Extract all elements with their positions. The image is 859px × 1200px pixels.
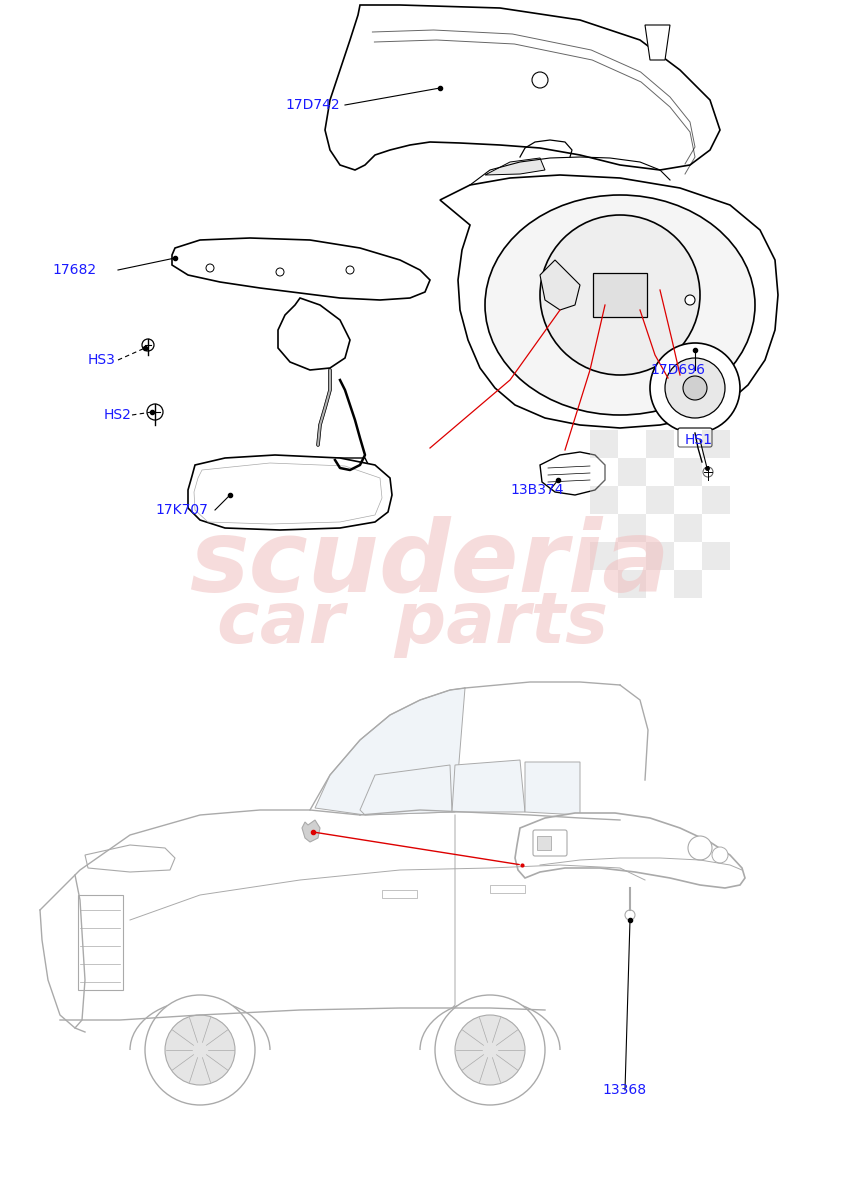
FancyBboxPatch shape xyxy=(313,464,323,484)
Bar xyxy=(618,430,646,458)
Text: 17K707: 17K707 xyxy=(155,503,208,517)
FancyBboxPatch shape xyxy=(593,272,647,317)
Polygon shape xyxy=(315,688,465,815)
Bar xyxy=(702,570,730,598)
Bar xyxy=(702,458,730,486)
Circle shape xyxy=(276,268,284,276)
Text: HS1: HS1 xyxy=(685,433,713,446)
Circle shape xyxy=(455,1015,525,1085)
Bar xyxy=(590,542,618,570)
Text: 17682: 17682 xyxy=(52,263,96,277)
Polygon shape xyxy=(525,762,580,815)
Bar xyxy=(674,570,702,598)
FancyBboxPatch shape xyxy=(678,428,712,446)
Circle shape xyxy=(145,995,255,1105)
Bar xyxy=(590,458,618,486)
Polygon shape xyxy=(325,5,720,170)
Text: 17D696: 17D696 xyxy=(650,362,705,377)
Bar xyxy=(646,430,674,458)
Bar xyxy=(702,486,730,514)
Bar xyxy=(646,514,674,542)
Polygon shape xyxy=(290,458,370,492)
Text: HS3: HS3 xyxy=(88,353,116,367)
Circle shape xyxy=(703,467,713,476)
Circle shape xyxy=(165,1015,235,1085)
Polygon shape xyxy=(360,766,452,815)
Circle shape xyxy=(540,215,700,374)
FancyBboxPatch shape xyxy=(340,464,350,484)
Polygon shape xyxy=(645,25,670,60)
Ellipse shape xyxy=(485,194,755,415)
Circle shape xyxy=(435,995,545,1105)
Polygon shape xyxy=(540,452,605,494)
Text: 13368: 13368 xyxy=(603,1082,647,1097)
Bar xyxy=(618,458,646,486)
Polygon shape xyxy=(540,260,580,310)
Circle shape xyxy=(665,358,725,418)
Circle shape xyxy=(712,847,728,863)
FancyBboxPatch shape xyxy=(327,464,337,484)
Text: HS2: HS2 xyxy=(104,408,132,422)
Polygon shape xyxy=(85,845,175,872)
Circle shape xyxy=(650,343,740,433)
Polygon shape xyxy=(172,238,430,300)
Bar xyxy=(590,570,618,598)
Polygon shape xyxy=(515,814,745,888)
Polygon shape xyxy=(302,820,320,842)
Bar xyxy=(490,886,525,893)
Bar xyxy=(382,890,417,898)
Bar xyxy=(674,542,702,570)
Bar xyxy=(674,458,702,486)
FancyBboxPatch shape xyxy=(300,464,310,484)
Bar xyxy=(590,514,618,542)
Bar xyxy=(590,430,618,458)
Bar xyxy=(618,542,646,570)
Text: scuderia: scuderia xyxy=(189,516,670,612)
Circle shape xyxy=(206,264,214,272)
Bar xyxy=(674,486,702,514)
Bar xyxy=(618,486,646,514)
Polygon shape xyxy=(440,175,778,428)
Text: 17D742: 17D742 xyxy=(285,98,339,112)
Bar xyxy=(702,514,730,542)
Circle shape xyxy=(532,72,548,88)
Polygon shape xyxy=(278,298,350,370)
Bar xyxy=(590,486,618,514)
Bar xyxy=(674,430,702,458)
Polygon shape xyxy=(485,158,545,175)
Circle shape xyxy=(142,338,154,350)
Circle shape xyxy=(625,910,635,920)
Bar xyxy=(702,430,730,458)
Bar xyxy=(646,486,674,514)
Bar xyxy=(618,570,646,598)
Text: 13B374: 13B374 xyxy=(510,482,564,497)
Circle shape xyxy=(346,266,354,274)
Bar xyxy=(646,458,674,486)
Bar xyxy=(674,514,702,542)
Bar xyxy=(702,542,730,570)
Polygon shape xyxy=(188,455,392,530)
Bar xyxy=(618,514,646,542)
Circle shape xyxy=(685,295,695,305)
Circle shape xyxy=(147,404,163,420)
FancyBboxPatch shape xyxy=(537,836,551,850)
Text: car  parts: car parts xyxy=(216,589,608,659)
Circle shape xyxy=(688,836,712,860)
FancyBboxPatch shape xyxy=(353,464,363,484)
Circle shape xyxy=(683,376,707,400)
Bar xyxy=(646,570,674,598)
Bar xyxy=(646,542,674,570)
FancyBboxPatch shape xyxy=(533,830,567,856)
Polygon shape xyxy=(452,760,525,812)
Bar xyxy=(78,895,123,990)
